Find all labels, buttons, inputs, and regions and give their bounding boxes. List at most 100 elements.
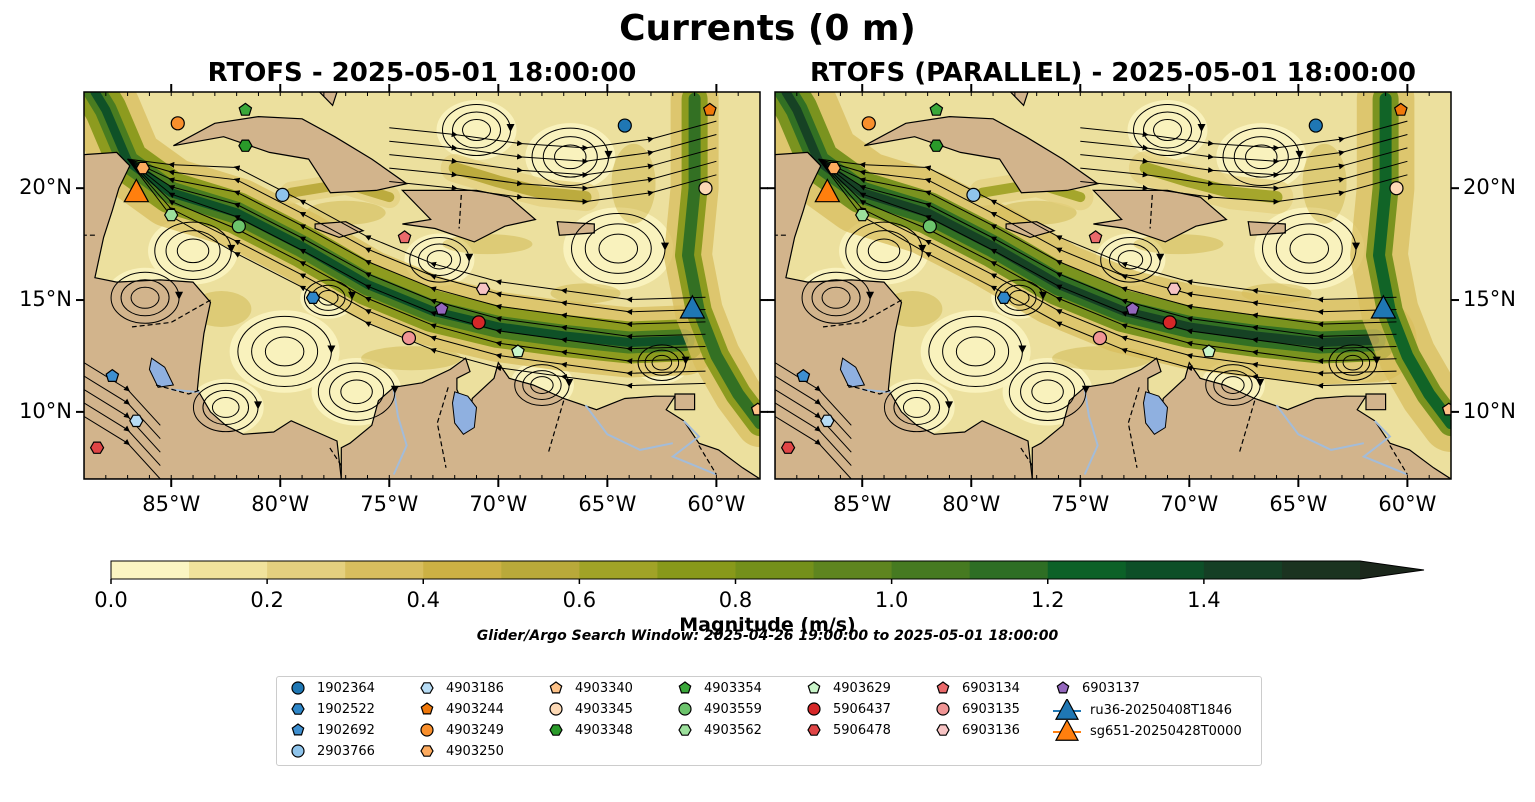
search-window-note: Glider/Argo Search Window: 2025-04-26 19… — [476, 628, 1059, 644]
colorbar-segment — [345, 561, 424, 579]
lat-tick-label: 20°N — [19, 175, 72, 200]
hexagon-marker-icon — [291, 703, 305, 715]
float-1902364 — [1308, 118, 1323, 133]
legend-label: 4903244 — [446, 701, 504, 717]
eddy-streamline — [893, 389, 941, 426]
legend-label: 1902522 — [317, 701, 375, 717]
flow-arrow — [1081, 385, 1090, 394]
border — [547, 400, 565, 453]
lon-tick-label: 60°W — [1378, 492, 1437, 516]
float-4903559 — [922, 219, 937, 234]
streamline — [1080, 174, 1408, 205]
border — [327, 445, 342, 466]
legend-marker — [291, 744, 305, 758]
legend-marker — [807, 724, 821, 736]
circle-marker-icon — [549, 702, 563, 716]
legend-label: 4903249 — [446, 722, 504, 738]
lon-tick-label: 70°W — [1160, 492, 1219, 516]
eddy-streamline — [955, 336, 996, 367]
panel-title-rtofs: RTOFS - 2025-05-01 18:00:00 — [207, 58, 637, 88]
river — [1361, 420, 1408, 476]
circle-marker-icon — [291, 681, 305, 695]
map-panel-rtofs — [84, 92, 760, 479]
eddy-streamline — [340, 379, 373, 405]
glider-sg651-20250428T0000 — [814, 178, 841, 203]
eddy-streamline — [811, 279, 861, 317]
figure-title: Currents (0 m) — [619, 8, 916, 49]
flow-arrow — [254, 401, 263, 410]
eddy-streamline — [1342, 354, 1364, 371]
legend-entry: sg651-20250428T0000 — [1052, 720, 1242, 742]
eddy-streamline — [1221, 376, 1245, 394]
eddy-core — [1254, 207, 1365, 290]
streamline — [127, 158, 706, 303]
lon-tick-label: 60°W — [687, 492, 746, 516]
legend-label: 4903562 — [704, 722, 762, 738]
float-4903345 — [698, 181, 713, 196]
flow-arrow — [1372, 356, 1381, 365]
legend-entry: 4903559 — [674, 701, 762, 717]
colorbar-tick-label: 0.2 — [250, 588, 284, 612]
glider-sg651-20250428T0000 — [123, 178, 150, 203]
streamlines — [775, 104, 1408, 479]
streamline — [1080, 134, 1408, 165]
pentagon-marker-icon — [291, 723, 305, 736]
lon-tick-label: 80°W — [251, 492, 310, 516]
legend-marker — [420, 723, 434, 737]
current-patch — [442, 234, 533, 255]
float-4903562 — [164, 208, 179, 222]
float-2903766 — [966, 187, 981, 203]
legend-label: 5906478 — [833, 722, 891, 738]
colorbar-segment — [423, 561, 502, 579]
flow-arrow — [945, 401, 954, 410]
legend-label: 6903137 — [1082, 680, 1140, 696]
circle-marker-icon — [936, 702, 950, 716]
legend-marker — [1056, 681, 1070, 694]
eddy-streamline — [202, 389, 250, 426]
eddy-streamline — [644, 349, 680, 376]
legend-marker — [420, 745, 434, 757]
legend-marker — [678, 702, 692, 716]
legend-label: 4903348 — [575, 722, 633, 738]
float-6903137 — [434, 301, 449, 315]
float-1902522 — [996, 291, 1012, 304]
circle-marker-icon — [807, 702, 821, 716]
legend-label: 4903354 — [704, 680, 762, 696]
legend-entry: 6903135 — [932, 701, 1020, 717]
streamline — [389, 160, 717, 192]
float-6903135 — [1092, 330, 1108, 346]
eddy-streamline — [462, 119, 492, 142]
eddy-streamline — [452, 111, 502, 149]
eddy-streamline — [329, 371, 385, 413]
eddy-streamline — [176, 238, 210, 264]
float-6903137 — [1125, 301, 1140, 315]
legend-label: 4903345 — [575, 701, 633, 717]
circle-marker-icon — [291, 744, 305, 758]
flow-arrow — [1018, 345, 1027, 354]
legend-marker — [678, 724, 692, 736]
float-4903345 — [1389, 181, 1404, 196]
panel-title-rtofs-parallel: RTOFS (PARALLEL) - 2025-05-01 18:00:00 — [810, 58, 1416, 88]
eddy-streamline — [942, 326, 1010, 377]
float-4903629 — [1202, 344, 1216, 358]
float-4903354 — [929, 102, 944, 116]
eddy-streamline — [1117, 250, 1144, 270]
colorbar-segment — [657, 561, 736, 579]
float-4903244 — [1393, 102, 1408, 116]
streamline — [84, 389, 161, 453]
float-5906478 — [780, 441, 796, 454]
legend-entry: 4903186 — [416, 680, 504, 696]
legend-entry: 2903766 — [287, 743, 375, 759]
float-4903340 — [1441, 402, 1451, 416]
legend-marker — [291, 703, 305, 715]
lake-maracaibo — [451, 391, 478, 435]
flow-arrow — [565, 379, 574, 388]
legend-entry: 1902522 — [287, 701, 375, 717]
eddy-streamline — [1233, 136, 1289, 178]
lon-tick-label: 65°W — [1269, 492, 1328, 516]
float-4903354 — [238, 102, 253, 116]
float-5906478 — [89, 441, 105, 454]
legend-label: 1902364 — [317, 680, 375, 696]
float-6903134 — [397, 230, 412, 244]
colorbar-segment — [891, 561, 971, 579]
